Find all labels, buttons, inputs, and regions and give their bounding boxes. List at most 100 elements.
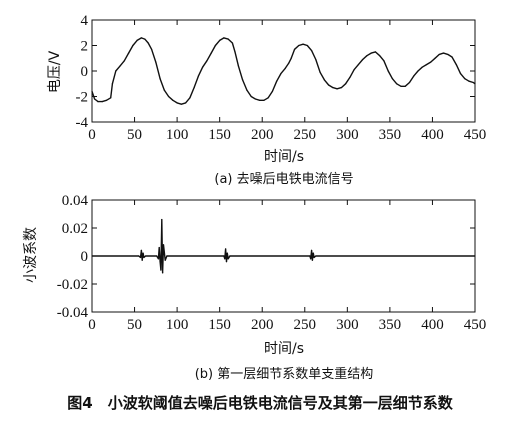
- x-tick-label-a: 150: [208, 127, 231, 143]
- figure-caption: 图4 小波软阈值去噪后电铁电流信号及其第一层细节系数: [67, 394, 453, 412]
- x-tick-label-a: 300: [336, 127, 359, 143]
- data-point-a: [110, 97, 112, 99]
- caption-b: (b) 第一层细节系数单支重结构: [195, 366, 374, 382]
- x-tick-label-b: 450: [464, 317, 487, 333]
- data-point-a: [214, 44, 217, 47]
- data-point-a: [417, 70, 419, 72]
- data-point-b: [164, 259, 166, 261]
- data-point-a: [271, 90, 274, 92]
- data-point-a: [246, 89, 248, 91]
- data-point-a: [223, 37, 225, 39]
- chart-b: 0 50 100 150 200 250 300 350 400 4500.040.020-0.0…: [23, 193, 486, 382]
- x-tick-label-b: 0: [88, 317, 96, 333]
- data-point-a: [97, 101, 99, 103]
- data-point-a: [455, 64, 457, 66]
- data-point-a: [298, 44, 300, 47]
- x-tick-label-a: 400: [421, 127, 444, 143]
- x-tick-label-a: 200: [251, 127, 274, 143]
- data-point-b: [138, 255, 140, 257]
- data-point-a: [400, 85, 402, 87]
- data-point-a: [315, 58, 317, 61]
- data-point-b: [142, 252, 144, 254]
- data-point-a: [263, 99, 265, 101]
- data-point-a: [391, 78, 394, 80]
- data-point-a: [210, 52, 212, 54]
- data-point-a: [254, 98, 257, 100]
- data-point-a: [438, 53, 440, 56]
- x-tick-label-b: 100: [166, 317, 189, 333]
- y-tick-label-b: 0.04: [62, 193, 89, 209]
- data-point-a: [159, 78, 161, 80]
- data-point-a: [185, 102, 187, 104]
- data-point-a: [370, 52, 372, 54]
- data-point-a: [91, 90, 93, 92]
- caption-a: (a) 去噪后电铁电流信号: [214, 172, 353, 187]
- data-point-b: [157, 258, 159, 260]
- x-tick-label-a: 0: [88, 127, 96, 143]
- data-point-a: [250, 95, 252, 98]
- data-point-a: [206, 60, 208, 62]
- data-point-a: [425, 64, 428, 66]
- data-point-a: [345, 83, 347, 85]
- data-point-a: [237, 65, 239, 67]
- data-point-a: [408, 81, 411, 84]
- data-point-a: [474, 83, 476, 85]
- data-point-a: [234, 51, 236, 53]
- data-point-a: [328, 84, 330, 86]
- data-point-a: [374, 51, 377, 53]
- data-point-a: [276, 80, 278, 82]
- data-point-a: [144, 38, 146, 40]
- data-point-b: [310, 249, 313, 251]
- data-point-b: [311, 259, 314, 261]
- data-point-a: [193, 86, 195, 89]
- data-point-a: [362, 58, 364, 61]
- x-axis-label-a: 时间/s: [264, 149, 304, 165]
- series-group-a: [91, 37, 476, 105]
- data-point-b: [313, 256, 315, 258]
- y-tick-label-a: 4: [81, 13, 89, 29]
- data-point-a: [227, 38, 229, 40]
- data-point-a: [353, 69, 355, 71]
- data-point-b: [158, 247, 160, 249]
- data-point-b: [223, 255, 225, 257]
- data-point-a: [464, 78, 466, 80]
- data-point-a: [302, 43, 304, 45]
- x-tick-label-a: 450: [464, 127, 487, 143]
- data-point-a: [413, 75, 415, 77]
- data-point-b: [226, 252, 228, 254]
- data-point-a: [306, 44, 308, 47]
- data-point-a: [115, 70, 117, 72]
- data-point-b: [91, 255, 93, 257]
- data-point-a: [468, 80, 470, 82]
- data-point-b: [312, 252, 314, 254]
- data-point-b: [227, 258, 229, 260]
- x-tick-label-b: 50: [127, 317, 142, 333]
- y-tick-label-a: -4: [76, 115, 89, 131]
- data-point-b: [160, 269, 162, 271]
- x-tick-label-a: 250: [294, 127, 317, 143]
- x-axis-label-b: 时间/s: [264, 341, 304, 357]
- data-point-b: [162, 272, 164, 274]
- data-point-a: [176, 102, 178, 104]
- data-point-a: [442, 52, 445, 54]
- data-point-a: [336, 88, 338, 90]
- data-point-a: [396, 83, 398, 85]
- data-point-a: [293, 48, 296, 50]
- y-tick-label-a: -2: [76, 90, 89, 106]
- data-point-a: [421, 66, 423, 68]
- data-point-b: [474, 255, 476, 257]
- data-point-b: [309, 255, 311, 257]
- axis-ticks-a: 0 50 100 150 200 250 300 350 400 450 4 2 0 -2 -4: [76, 13, 487, 143]
- data-point-b: [229, 255, 231, 257]
- x-tick-label-b: 150: [208, 317, 231, 333]
- data-point-b: [159, 261, 161, 263]
- y-tick-label-b: -0.02: [57, 277, 88, 293]
- series-group-b: [91, 218, 476, 274]
- data-point-a: [472, 81, 474, 84]
- data-point-a: [310, 50, 313, 52]
- y-tick-label-a: 0: [81, 64, 89, 80]
- data-point-a: [127, 52, 130, 54]
- data-point-a: [140, 37, 142, 39]
- data-point-a: [447, 53, 449, 56]
- data-point-a: [280, 72, 282, 75]
